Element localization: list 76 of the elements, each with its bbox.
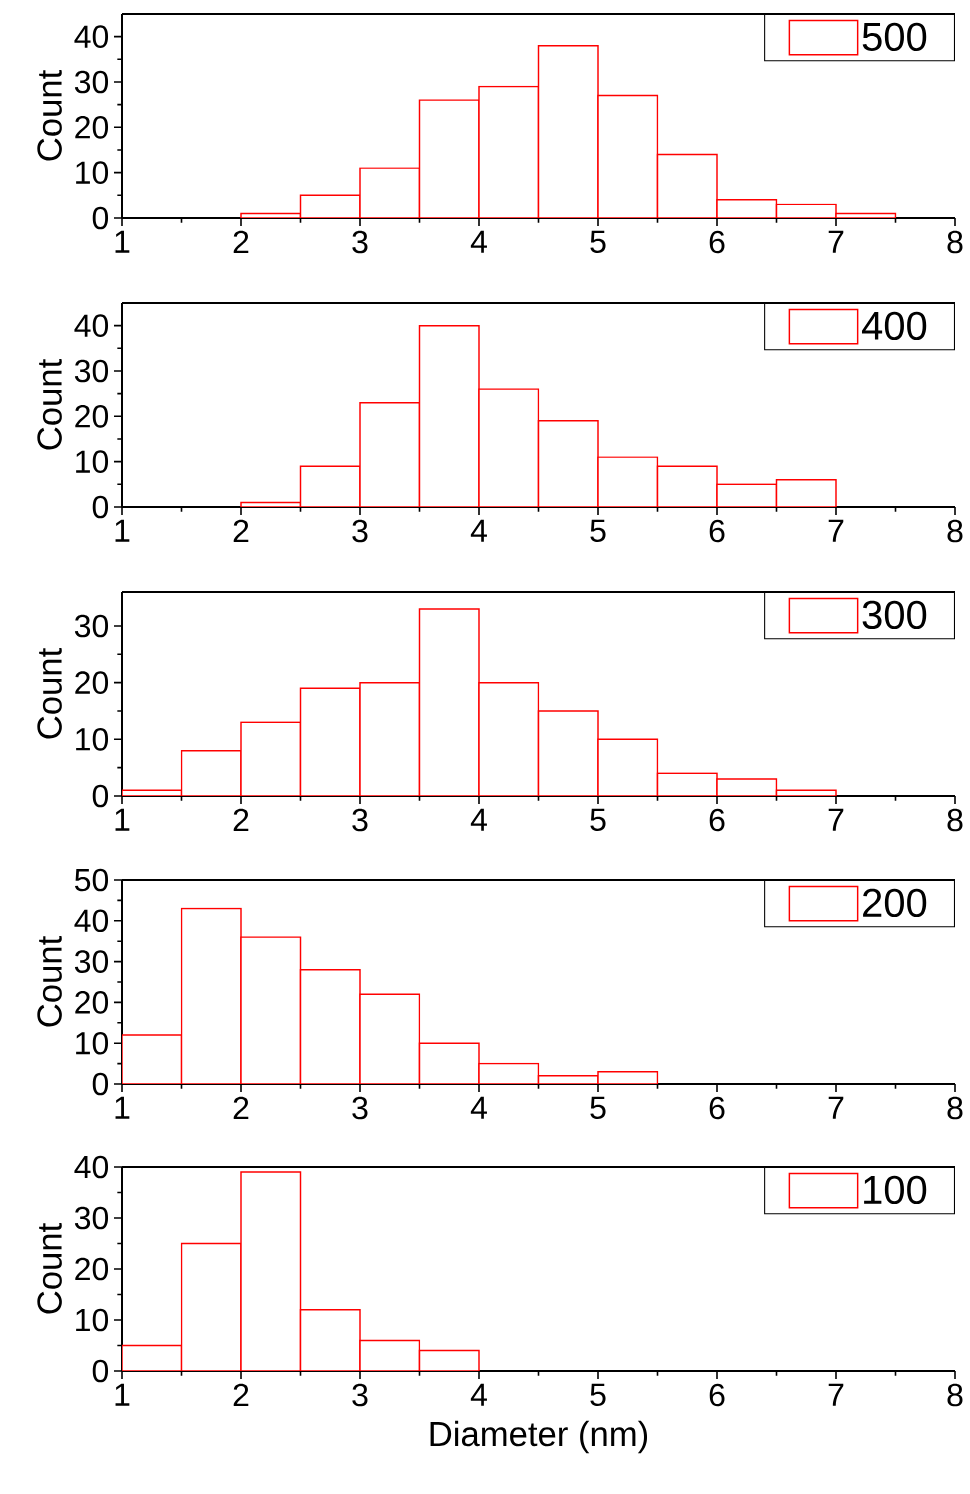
y-tick-label: 10	[76, 728, 109, 751]
y-tick-label: 0	[92, 206, 109, 230]
y-tick-label: 10	[76, 161, 109, 184]
y-tick-label: 10	[76, 450, 109, 473]
x-tick-label: 7	[828, 1096, 844, 1119]
y-tick-label: 40	[74, 25, 109, 48]
x-tick-label: 8	[947, 230, 963, 254]
x-tick-label: 7	[828, 230, 844, 253]
x-tick-label: 3	[352, 230, 368, 254]
y-axis-title: Count	[37, 69, 62, 161]
x-tick-label: 1	[115, 1383, 130, 1406]
x-tick-label: 2	[233, 1096, 249, 1120]
x-tick-label: 1	[115, 519, 130, 542]
y-tick-label: 30	[74, 70, 109, 94]
y-tick-label: 40	[74, 314, 109, 337]
y-axis-title: Count	[37, 936, 62, 1027]
x-tick-label: 7	[828, 808, 844, 831]
x-tick-label: 4	[470, 519, 487, 542]
x-tick-label: 6	[709, 1096, 725, 1120]
x-tick-label: 5	[590, 519, 606, 543]
x-tick-label: 3	[352, 1383, 368, 1407]
y-tick-label: 30	[74, 950, 109, 973]
x-tick-label: 5	[590, 808, 606, 832]
y-tick-label: 40	[74, 1155, 109, 1179]
x-tick-label: 6	[709, 1383, 725, 1407]
x-tick-label: 3	[352, 808, 368, 832]
x-tick-label: 7	[828, 1383, 844, 1406]
x-tick-label: 2	[233, 230, 249, 254]
x-tick-label: 6	[709, 230, 725, 254]
x-tick-label: 2	[233, 1383, 249, 1407]
y-tick-label: 30	[74, 1206, 109, 1230]
y-axis-title: Count	[37, 1223, 62, 1314]
y-tick-label: 20	[75, 671, 109, 694]
x-tick-label: 2	[233, 808, 249, 832]
y-axis-title: Count	[37, 358, 62, 450]
x-tick-label: 6	[709, 808, 725, 832]
x-tick-label: 8	[947, 1096, 963, 1120]
y-tick-label: 40	[74, 909, 109, 933]
y-tick-label: 30	[74, 359, 109, 383]
x-tick-label: 4	[470, 1096, 487, 1119]
y-tick-label: 10	[76, 1308, 109, 1332]
y-tick-label: 20	[75, 115, 109, 139]
y-tick-label: 30	[74, 614, 109, 638]
y-tick-label: 0	[92, 1072, 109, 1096]
x-tick-label: 3	[352, 1096, 368, 1120]
x-tick-label: 4	[470, 808, 487, 831]
y-tick-label: 0	[92, 495, 109, 519]
x-axis-title: Diameter (nm)	[430, 1420, 648, 1454]
y-axis-title: Count	[37, 648, 62, 739]
x-tick-label: 8	[947, 1383, 963, 1407]
x-tick-label: 1	[115, 1096, 130, 1119]
y-tick-label: 50	[74, 868, 109, 892]
x-tick-label: 4	[470, 1383, 487, 1406]
x-tick-label: 7	[828, 519, 844, 542]
y-tick-label: 0	[92, 784, 109, 808]
legend-label: 100	[864, 1175, 927, 1205]
legend-label: 200	[863, 888, 927, 918]
x-tick-label: 5	[590, 1096, 606, 1120]
y-tick-label: 10	[76, 1031, 109, 1055]
legend-label: 300	[862, 600, 927, 630]
y-tick-label: 20	[75, 1257, 109, 1281]
x-tick-label: 8	[947, 519, 963, 543]
y-tick-label: 20	[75, 991, 109, 1014]
y-tick-label: 0	[92, 1359, 109, 1383]
legend-label: 500	[862, 22, 927, 52]
y-tick-label: 20	[75, 405, 109, 428]
x-tick-label: 1	[115, 808, 130, 831]
x-tick-label: 3	[352, 519, 368, 543]
x-tick-label: 2	[233, 519, 249, 543]
x-tick-label: 4	[470, 230, 487, 253]
x-tick-label: 5	[590, 230, 606, 254]
x-tick-label: 5	[590, 1383, 606, 1407]
legend-label: 400	[861, 311, 927, 341]
x-tick-label: 8	[947, 808, 963, 832]
x-tick-label: 6	[709, 519, 725, 543]
x-tick-label: 1	[115, 230, 130, 253]
